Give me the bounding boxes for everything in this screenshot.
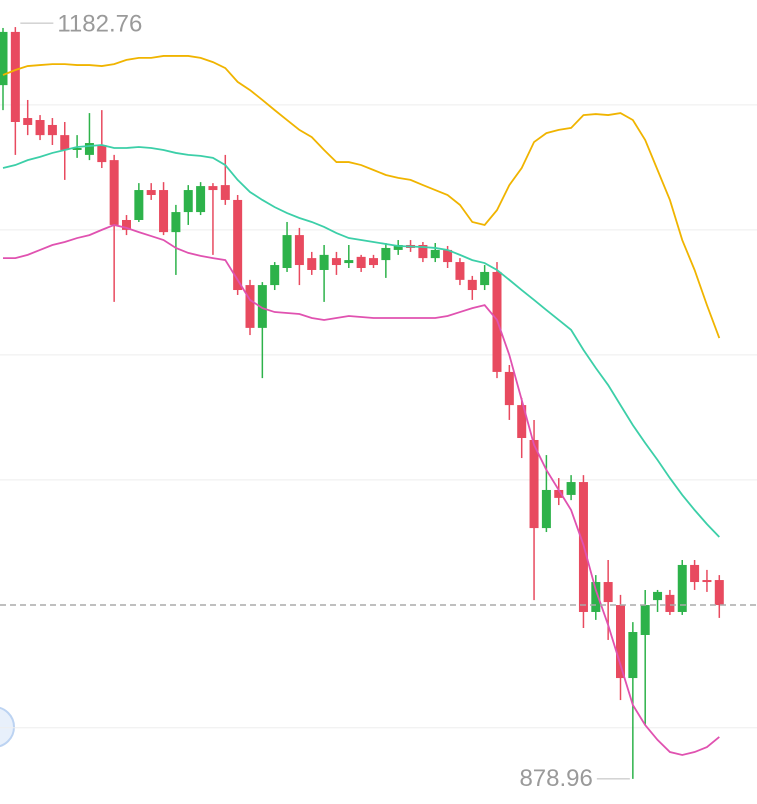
candle-body	[183, 190, 193, 213]
candle-body	[331, 258, 341, 266]
candle-body	[554, 489, 564, 498]
candle-body	[270, 265, 280, 286]
candle-body	[566, 482, 576, 495]
candle-body	[159, 190, 169, 233]
candle-body	[60, 135, 70, 150]
max-label: 1182.76	[57, 10, 142, 37]
candle-body	[319, 254, 329, 270]
candle-body	[97, 145, 107, 163]
candle-body	[220, 185, 230, 200]
candle-body	[84, 143, 94, 155]
candle-body	[393, 244, 403, 250]
candle-body	[344, 260, 354, 264]
candle-body	[467, 279, 477, 291]
candle-body	[245, 285, 255, 328]
candle-body	[196, 186, 206, 213]
candle-body	[0, 31, 8, 86]
band-line	[3, 223, 720, 756]
candle-body	[541, 489, 551, 529]
candle-body	[517, 405, 527, 439]
candle-body	[690, 564, 700, 583]
candle-body	[369, 258, 378, 266]
candle-body	[171, 212, 181, 233]
candle-body	[282, 235, 292, 268]
candle-body	[702, 580, 712, 583]
candle-body	[35, 120, 45, 136]
candle-body	[418, 244, 428, 259]
candle-body	[47, 124, 57, 136]
candle-body	[714, 580, 724, 606]
candle-body	[23, 118, 33, 125]
candle-body	[72, 147, 82, 150]
band-line	[2, 55, 721, 339]
candle-body	[677, 564, 687, 612]
candle-body	[122, 219, 131, 230]
candle-body	[443, 249, 453, 263]
candle-body	[653, 591, 663, 601]
candle-body	[628, 632, 638, 679]
candle-body	[208, 186, 218, 191]
candle-body	[109, 160, 119, 225]
candle-body	[504, 371, 514, 406]
candle-body	[430, 249, 440, 259]
candle-body	[233, 199, 243, 291]
candle-body	[146, 190, 156, 195]
min-label: 878.96	[519, 765, 592, 792]
candle-body	[10, 31, 20, 122]
candle-body	[640, 605, 650, 635]
candle-body	[480, 271, 490, 286]
candle-body	[603, 582, 613, 603]
band-line	[2, 144, 720, 538]
candle-body	[381, 247, 391, 261]
candle-body	[665, 594, 675, 612]
candle-body	[529, 439, 539, 529]
candle-body	[294, 235, 304, 266]
candle-body	[616, 605, 625, 679]
candle-body	[591, 582, 601, 612]
candle-body	[356, 256, 366, 268]
side-handle	[0, 706, 15, 748]
candle-body	[455, 262, 465, 280]
candle-body	[307, 258, 317, 270]
candle-body	[257, 285, 267, 328]
candle-body	[134, 190, 144, 220]
